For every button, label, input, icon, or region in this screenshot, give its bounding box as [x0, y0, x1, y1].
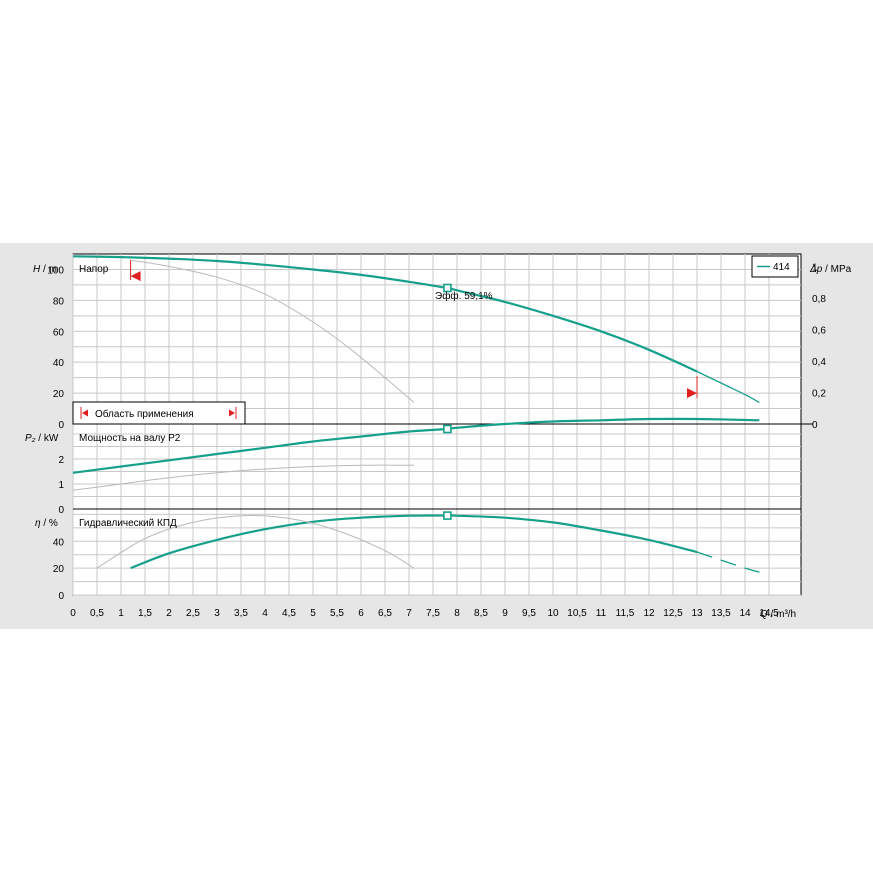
x-tick-label: 11,5: [616, 608, 635, 619]
x-tick-label: 3,5: [234, 608, 248, 619]
legend-entry: 414: [773, 262, 790, 273]
x-tick-label: 8: [454, 608, 460, 619]
power-main-curve: [72, 417, 760, 474]
tick-labels: 0 0,5 1 1,5 2 2,5 3 3,5 4 4,5 5 5,5 6 6,5 7 7,5 8 8,5 9 9,5…: [47, 262, 826, 619]
power-axis-label: P₂ / kW: [25, 433, 59, 444]
power-axis-unit: / kW: [35, 433, 58, 444]
x-tick-label: 1,5: [138, 608, 152, 619]
x-tick-label: 9: [502, 608, 508, 619]
x-tick-label: 10: [547, 608, 559, 619]
x-tick-label: 5: [310, 608, 316, 619]
efficiency-main-curve: [130, 514, 698, 570]
power-reference-curve: [72, 464, 414, 491]
efficiency-panel-title: Гидравлический КПД: [79, 518, 177, 529]
x-axis-unit: / m³/h: [768, 609, 796, 620]
series: [72, 255, 760, 573]
x-tick-label: 0: [70, 608, 76, 619]
y-tick-label: 40: [53, 358, 65, 369]
power-axis-symbol: P₂: [25, 433, 36, 444]
right-tick-label: 0,4: [812, 357, 826, 368]
x-tick-label: 9,5: [522, 608, 536, 619]
power-operating-point: [443, 424, 452, 434]
x-tick-label: 3: [214, 608, 220, 619]
y-tick-label: 20: [53, 389, 65, 400]
y-tick-label: 40: [53, 537, 65, 548]
right-tick-label: 1: [812, 262, 818, 273]
application-range: Область применения: [72, 260, 698, 425]
right-tick-label: 0,6: [812, 325, 826, 336]
x-tick-label: 2: [166, 608, 172, 619]
head-axis-label: H / m: [33, 264, 57, 275]
x-tick-label: 4,5: [282, 608, 296, 619]
x-tick-label: 12: [643, 608, 655, 619]
x-tick-label: 7: [406, 608, 412, 619]
pressure-axis-symbol: Δp: [809, 264, 823, 275]
x-axis-symbol: Q: [760, 609, 768, 620]
y-tick-label: 20: [53, 564, 65, 575]
x-tick-label: 2,5: [186, 608, 200, 619]
application-range-label: Область применения: [95, 408, 194, 420]
x-tick-label: 11: [596, 608, 607, 619]
right-tick-label: 0: [812, 420, 818, 431]
efficiency-reference-curve: [96, 514, 415, 569]
x-tick-label: 4: [262, 608, 268, 619]
y-tick-label: 0: [58, 420, 64, 431]
right-tick-label: 0,8: [812, 294, 826, 305]
efficiency-axis-unit: / %: [41, 518, 58, 529]
efficiency-axis-label: η / %: [35, 518, 58, 529]
y-tick-label: 80: [53, 296, 65, 307]
application-range-box: [72, 401, 246, 425]
x-tick-label: 6: [358, 608, 364, 619]
head-axis-symbol: H: [33, 264, 41, 275]
legend-box: [751, 255, 799, 278]
pressure-axis-label: Δp / MPa: [809, 264, 852, 275]
x-tick-label: 13: [691, 608, 703, 619]
efficiency-main-extension-curve: [696, 551, 760, 573]
x-tick-label: 10,5: [567, 608, 587, 619]
y-tick-label: 2: [58, 455, 64, 466]
x-tick-label: 14,5: [759, 608, 779, 619]
x-tick-label: 5,5: [330, 608, 344, 619]
head-main-curve: [72, 255, 698, 373]
x-tick-label: 0,5: [90, 608, 104, 619]
x-tick-label: 8,5: [474, 608, 488, 619]
head-operating-point: [443, 283, 452, 293]
range-markers: [130, 260, 698, 399]
pressure-axis-unit: / MPa: [822, 264, 851, 275]
range-arrow-left-icon: [82, 409, 88, 417]
head-axis-unit: / m: [40, 264, 57, 275]
y-tick-label: 100: [47, 265, 64, 276]
efficiency-operating-point: [443, 511, 452, 520]
operating-point-label: Эфф. 59,1%: [435, 290, 493, 302]
x-tick-label: 13,5: [711, 608, 731, 619]
operating-points: [443, 283, 452, 520]
head-main-extension-curve: [696, 370, 760, 403]
y-tick-label: 1: [58, 480, 64, 491]
range-marker-right-flag-icon: [687, 388, 697, 399]
head-reference-curve: [130, 259, 415, 403]
x-tick-label: 1: [118, 608, 124, 619]
x-tick-label: 14: [739, 608, 751, 619]
right-tick-label: 0,2: [812, 388, 826, 399]
x-tick-label: 7,5: [426, 608, 440, 619]
y-tick-label: 60: [53, 327, 65, 338]
x-axis-label: Q / m³/h: [760, 609, 796, 620]
power-panel-title: Мощность на валу P2: [79, 433, 181, 444]
range-marker-left-flag-icon: [130, 271, 141, 282]
range-arrow-right-icon: [229, 409, 235, 417]
y-tick-label: 0: [58, 591, 64, 602]
legend: 414: [751, 255, 799, 278]
head-panel-title: Напор: [79, 264, 109, 275]
y-tick-label: 0: [58, 505, 64, 516]
efficiency-axis-symbol: η: [35, 518, 41, 529]
x-tick-label: 12,5: [663, 608, 683, 619]
x-tick-label: 6,5: [378, 608, 392, 619]
